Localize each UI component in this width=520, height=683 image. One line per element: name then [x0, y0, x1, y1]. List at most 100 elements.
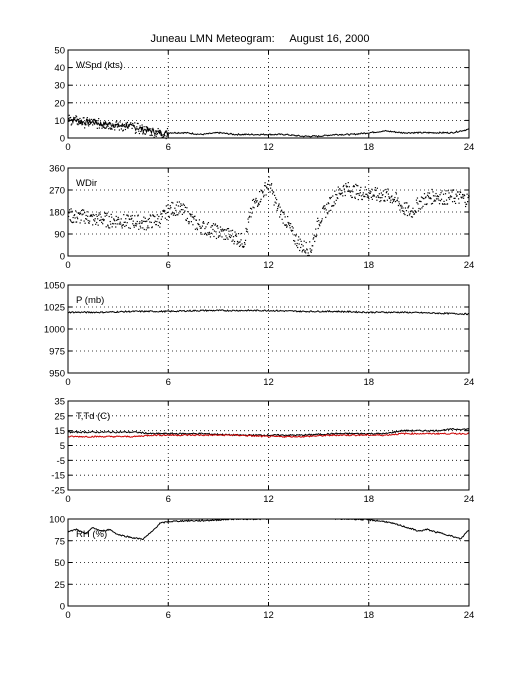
- data-point: [173, 213, 175, 215]
- data-point: [225, 229, 228, 231]
- data-point: [179, 210, 181, 212]
- data-point: [285, 224, 287, 226]
- data-point: [463, 194, 465, 196]
- data-point: [80, 122, 82, 125]
- data-point: [165, 137, 167, 140]
- data-point: [170, 213, 172, 215]
- data-point: [115, 226, 117, 228]
- data-point: [300, 246, 302, 249]
- data-point: [69, 117, 71, 119]
- data-point: [95, 213, 97, 216]
- y-tick-label: 950: [49, 369, 65, 380]
- data-point: [233, 240, 236, 243]
- data-point: [219, 235, 221, 237]
- data-point: [160, 134, 163, 137]
- data-point: [369, 192, 371, 194]
- data-point: [87, 219, 89, 222]
- data-point: [327, 213, 329, 215]
- data-point: [281, 209, 283, 211]
- data-point: [435, 198, 438, 200]
- data-point: [94, 119, 96, 122]
- data-point: [371, 198, 373, 200]
- data-point: [323, 205, 325, 207]
- data-point: [282, 222, 284, 224]
- data-point: [180, 209, 182, 211]
- data-point: [336, 197, 338, 199]
- data-point: [343, 188, 345, 190]
- data-point: [145, 126, 147, 128]
- data-point: [142, 220, 144, 222]
- data-point: [225, 235, 227, 237]
- data-point: [119, 221, 121, 223]
- data-point: [94, 118, 96, 121]
- data-point: [144, 133, 147, 135]
- data-point: [283, 213, 285, 215]
- data-point: [427, 192, 429, 194]
- data-point: [445, 190, 447, 192]
- data-point: [178, 201, 180, 203]
- data-point: [382, 190, 384, 192]
- data-point: [233, 243, 235, 245]
- data-point: [413, 213, 416, 215]
- data-point: [164, 210, 166, 212]
- data-point: [70, 220, 72, 222]
- data-point: [147, 225, 149, 227]
- data-point: [373, 194, 375, 196]
- data-point: [114, 129, 116, 131]
- data-point: [448, 198, 451, 200]
- data-point: [73, 214, 75, 217]
- data-point: [330, 209, 332, 211]
- data-point: [229, 236, 232, 239]
- data-point: [402, 207, 404, 209]
- data-point: [395, 193, 398, 195]
- data-point: [131, 217, 133, 220]
- data-point: [464, 205, 467, 208]
- data-point: [102, 125, 104, 127]
- data-point: [181, 204, 183, 207]
- data-point: [210, 232, 213, 234]
- data-point: [143, 126, 145, 128]
- data-point: [114, 220, 116, 222]
- data-point: [226, 228, 229, 230]
- data-point: [259, 200, 262, 203]
- data-point: [352, 191, 354, 193]
- data-point: [109, 127, 111, 129]
- data-point: [104, 127, 106, 129]
- data-point: [143, 228, 145, 231]
- data-point: [111, 128, 113, 130]
- data-point: [387, 188, 389, 190]
- data-point: [136, 126, 138, 128]
- y-tick-label: -15: [51, 471, 65, 482]
- y-tick-label: 25: [54, 411, 65, 422]
- data-point: [375, 189, 377, 192]
- data-point: [92, 124, 94, 126]
- data-point: [119, 121, 121, 123]
- data-point: [193, 218, 195, 220]
- data-point: [394, 196, 396, 199]
- data-point: [330, 196, 332, 199]
- data-point: [84, 222, 86, 224]
- data-point: [252, 198, 255, 201]
- data-point: [162, 136, 165, 138]
- data-point: [299, 249, 301, 252]
- data-point: [258, 203, 260, 206]
- data-point: [438, 203, 441, 205]
- data-point: [162, 210, 164, 212]
- data-point: [222, 230, 224, 232]
- data-point: [122, 130, 124, 132]
- data-point: [170, 206, 172, 209]
- data-point: [80, 212, 82, 215]
- data-point: [349, 191, 351, 193]
- data-point: [187, 221, 189, 223]
- data-point: [88, 222, 90, 224]
- data-point: [96, 127, 98, 129]
- data-point: [88, 125, 90, 127]
- data-point: [208, 231, 211, 233]
- data-point: [447, 190, 449, 192]
- data-point: [220, 230, 223, 232]
- data-point: [447, 197, 450, 199]
- data-point: [203, 233, 206, 235]
- data-point: [368, 192, 370, 194]
- data-point: [202, 221, 205, 223]
- data-point: [262, 191, 264, 193]
